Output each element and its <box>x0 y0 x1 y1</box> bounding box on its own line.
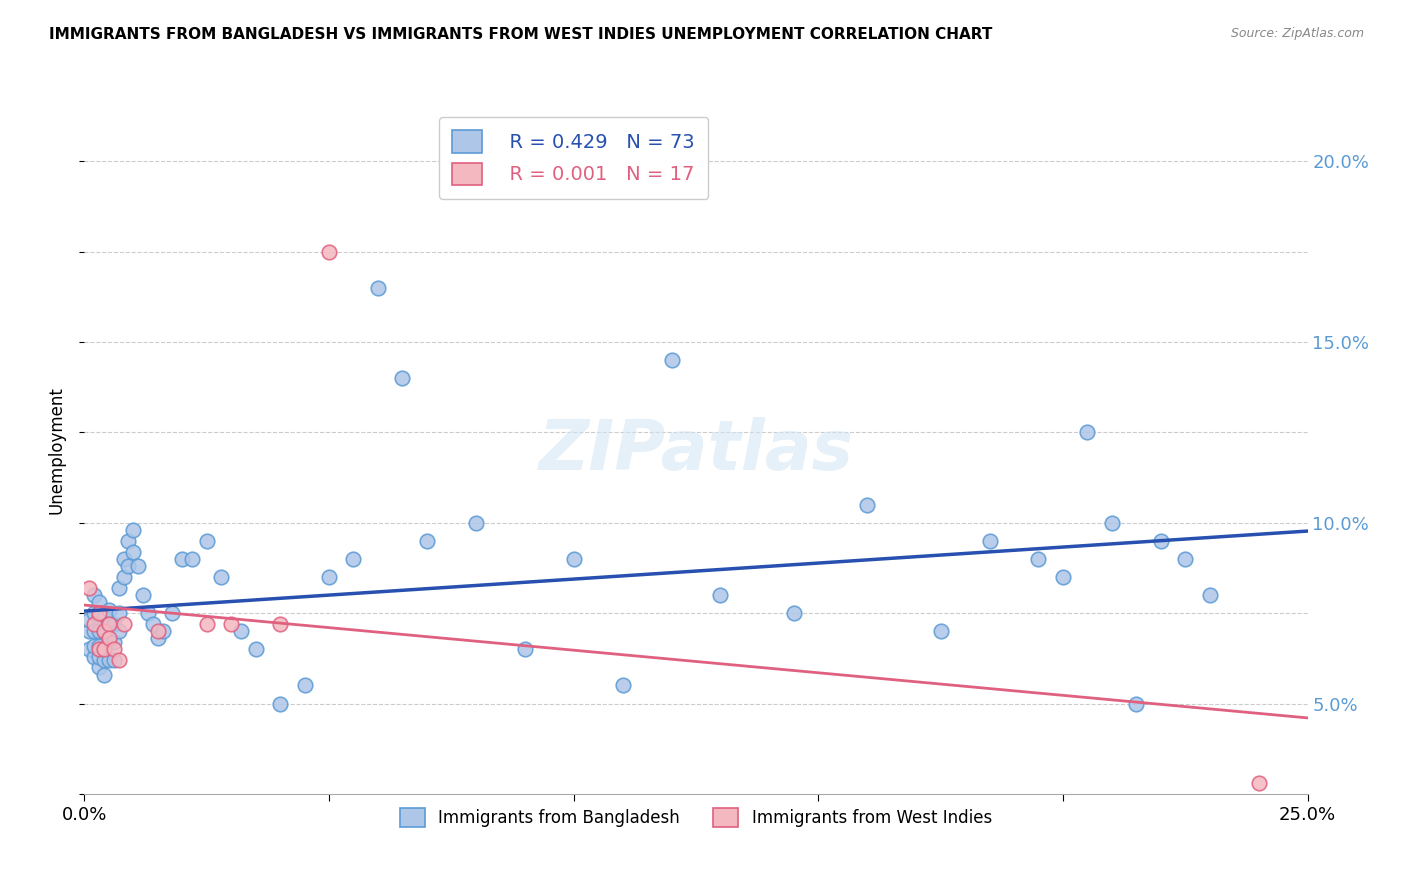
Point <box>107 624 129 639</box>
Point <box>136 606 159 620</box>
Point <box>97 602 120 616</box>
Point <box>77 642 100 657</box>
Point <box>103 642 125 657</box>
Point <box>87 660 110 674</box>
Point <box>562 552 585 566</box>
Point <box>209 570 232 584</box>
Point <box>181 552 204 566</box>
Point <box>219 617 242 632</box>
Point <box>83 624 105 639</box>
Point <box>83 588 105 602</box>
Point <box>294 678 316 692</box>
Point <box>612 678 634 692</box>
Point <box>318 570 340 584</box>
Point <box>195 617 218 632</box>
Point <box>93 642 115 657</box>
Point <box>146 632 169 646</box>
Point <box>93 667 115 681</box>
Point <box>1247 776 1270 790</box>
Point <box>979 533 1001 548</box>
Point <box>97 653 120 667</box>
Point <box>269 617 291 632</box>
Point <box>1076 425 1098 440</box>
Point <box>152 624 174 639</box>
Point <box>93 609 115 624</box>
Text: IMMIGRANTS FROM BANGLADESH VS IMMIGRANTS FROM WEST INDIES UNEMPLOYMENT CORRELATI: IMMIGRANTS FROM BANGLADESH VS IMMIGRANTS… <box>49 27 993 42</box>
Point <box>107 581 129 595</box>
Point <box>709 588 731 602</box>
Point <box>83 649 105 664</box>
Point <box>132 588 155 602</box>
Text: Source: ZipAtlas.com: Source: ZipAtlas.com <box>1230 27 1364 40</box>
Point <box>97 632 120 646</box>
Point <box>162 606 184 620</box>
Point <box>122 523 145 537</box>
Point <box>83 639 105 653</box>
Point <box>127 559 149 574</box>
Point <box>87 639 110 653</box>
Point <box>146 624 169 639</box>
Point <box>229 624 252 639</box>
Point <box>83 606 105 620</box>
Point <box>1150 533 1173 548</box>
Point <box>856 498 879 512</box>
Point <box>93 653 115 667</box>
Point <box>1028 552 1050 566</box>
Point <box>93 624 115 639</box>
Point <box>97 635 120 649</box>
Point <box>87 624 110 639</box>
Point <box>342 552 364 566</box>
Point <box>1101 516 1123 530</box>
Point <box>93 642 115 657</box>
Point <box>93 624 115 639</box>
Point <box>1125 697 1147 711</box>
Point <box>103 653 125 667</box>
Point <box>87 649 110 664</box>
Point <box>391 371 413 385</box>
Point <box>195 533 218 548</box>
Point <box>269 697 291 711</box>
Point <box>142 617 165 632</box>
Point <box>416 533 439 548</box>
Point <box>1052 570 1074 584</box>
Point <box>107 606 129 620</box>
Point <box>513 642 536 657</box>
Point <box>367 281 389 295</box>
Point <box>112 617 135 632</box>
Point <box>117 559 139 574</box>
Point <box>107 653 129 667</box>
Point <box>318 244 340 259</box>
Y-axis label: Unemployment: Unemployment <box>48 386 66 515</box>
Point <box>464 516 486 530</box>
Point <box>77 613 100 627</box>
Point <box>783 606 806 620</box>
Point <box>77 624 100 639</box>
Text: ZIPatlas: ZIPatlas <box>538 417 853 484</box>
Point <box>1174 552 1197 566</box>
Point <box>87 609 110 624</box>
Point <box>1198 588 1220 602</box>
Point <box>103 635 125 649</box>
Point <box>661 353 683 368</box>
Point <box>97 617 120 632</box>
Point <box>87 642 110 657</box>
Point <box>117 533 139 548</box>
Point <box>929 624 952 639</box>
Point <box>87 595 110 609</box>
Point <box>172 552 194 566</box>
Point <box>87 606 110 620</box>
Point <box>122 544 145 558</box>
Point <box>245 642 267 657</box>
Point <box>112 552 135 566</box>
Point <box>97 617 120 632</box>
Point <box>112 570 135 584</box>
Point <box>103 617 125 632</box>
Legend: Immigrants from Bangladesh, Immigrants from West Indies: Immigrants from Bangladesh, Immigrants f… <box>394 801 998 834</box>
Point <box>77 581 100 595</box>
Point <box>83 617 105 632</box>
